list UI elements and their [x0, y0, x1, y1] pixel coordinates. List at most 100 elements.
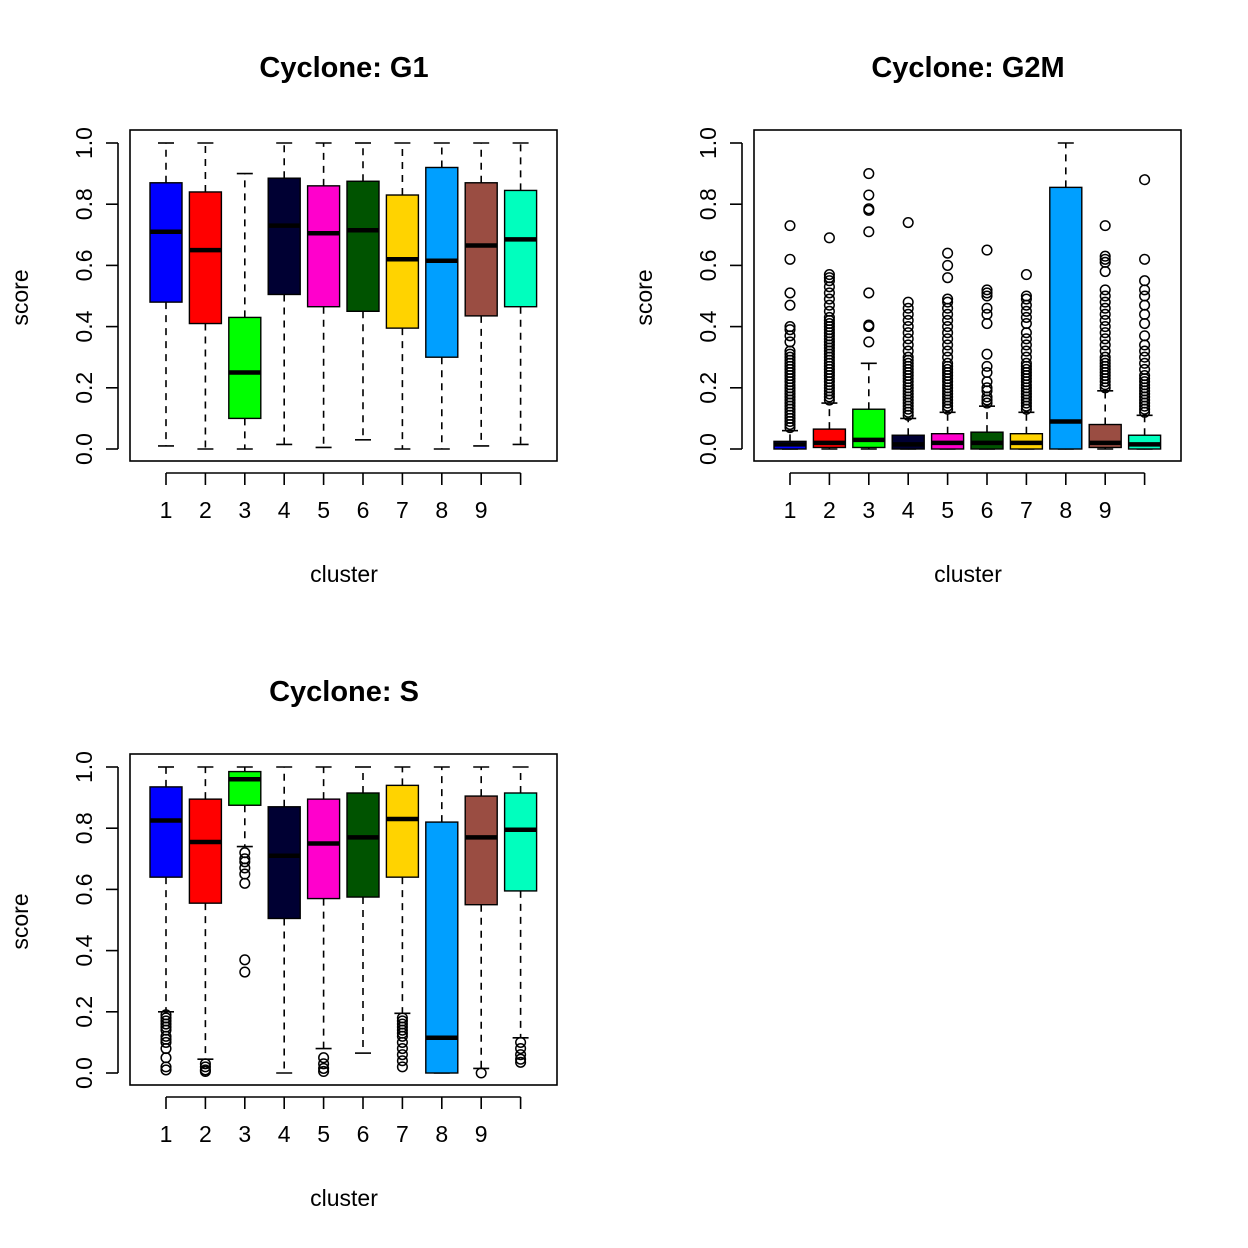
outlier-point	[515, 1036, 527, 1048]
outlier-point	[1139, 299, 1151, 311]
outlier-point	[784, 321, 796, 333]
x-tick-label: 4	[278, 497, 291, 523]
outlier-point	[1099, 327, 1111, 339]
outlier-point	[475, 1067, 487, 1079]
outlier-point	[239, 966, 251, 978]
outlier-point	[160, 1015, 172, 1027]
outlier-point	[1099, 296, 1111, 308]
outlier-point	[902, 339, 914, 351]
box-iqr	[464, 795, 498, 906]
x-tick-label: 4	[902, 497, 915, 523]
box-cluster-4	[891, 217, 925, 450]
x-tick-label: 1	[160, 497, 173, 523]
outlier-point	[863, 226, 875, 238]
panel-cyclone-g1: Cyclone: G1 0.0 0.2 0.4 0.6 0.8 1.0 score 1 2 3 4 5 6…	[7, 52, 558, 587]
y-tick-label: 0.2	[71, 996, 97, 1028]
outlier-point	[981, 366, 993, 379]
outlier-point	[160, 1064, 172, 1076]
box-cluster-10	[1127, 174, 1162, 450]
box-cluster-4	[267, 142, 301, 446]
outlier-point	[1099, 265, 1111, 278]
outlier-point	[784, 287, 796, 299]
box-cluster-2	[188, 766, 223, 1078]
outlier-point	[1099, 321, 1111, 333]
outlier-point	[981, 348, 993, 360]
outlier-point	[318, 1058, 330, 1070]
outlier-point	[981, 308, 993, 320]
x-tick-label: 8	[435, 1121, 448, 1147]
chart-title: Cyclone: G2M	[871, 52, 1064, 84]
y-tick-label: 0.8	[71, 812, 97, 844]
box-iqr	[1049, 186, 1083, 450]
outlier-point	[1139, 290, 1151, 302]
outlier-point	[1099, 253, 1111, 265]
panel-cyclone-s: Cyclone: S 0.0 0.2 0.4 0.6 0.8 1.0 score 1 2 3 4 5 6 7…	[7, 676, 558, 1211]
outlier-point	[942, 321, 954, 333]
outlier-point	[942, 259, 954, 271]
outlier-point	[902, 321, 914, 333]
outlier-point	[1020, 345, 1032, 357]
outlier-point	[160, 1009, 172, 1021]
outlier-point	[1139, 339, 1151, 351]
outlier-point	[981, 360, 993, 372]
x-tick-label: 8	[1059, 497, 1072, 523]
outlier-point	[942, 339, 954, 351]
y-tick-label: 1.0	[71, 127, 97, 159]
box-iqr	[188, 191, 223, 325]
y-tick-label: 0.6	[71, 873, 97, 905]
x-axis-label: cluster	[310, 1185, 378, 1211]
box-cluster-3	[228, 172, 262, 450]
y-tick-label: 0.0	[695, 433, 721, 465]
outlier-point	[863, 319, 875, 331]
outlier-point	[942, 272, 954, 284]
box-cluster-5	[930, 247, 965, 450]
outlier-point	[199, 1061, 211, 1073]
outlier-point	[784, 220, 796, 232]
box-cluster-1	[149, 142, 183, 447]
outlier-point	[1139, 174, 1151, 186]
outlier-point	[863, 189, 875, 201]
box-iqr	[970, 431, 1004, 450]
outlier-point	[1139, 275, 1151, 287]
box-iqr	[891, 434, 925, 450]
outlier-point	[396, 1012, 408, 1024]
outlier-point	[823, 305, 835, 317]
outlier-point	[1139, 253, 1151, 265]
outlier-point	[981, 382, 993, 394]
box-cluster-9	[464, 766, 498, 1079]
outlier-point	[318, 1065, 330, 1078]
outlier-point	[1139, 363, 1151, 375]
y-axis-label: score	[7, 269, 33, 325]
box-cluster-5	[306, 142, 341, 449]
outlier-point	[199, 1064, 211, 1076]
outlier-point	[863, 203, 875, 215]
outlier-point	[396, 1055, 408, 1067]
y-tick-label: 0.6	[71, 249, 97, 281]
outlier-point	[1099, 333, 1111, 345]
outlier-point	[239, 847, 251, 859]
outlier-point	[1139, 351, 1151, 363]
outlier-point	[981, 302, 993, 314]
outlier-point	[784, 348, 796, 360]
outlier-point	[1139, 317, 1151, 330]
y-tick-label: 0.4	[695, 310, 721, 342]
y-tick-label: 1.0	[695, 127, 721, 159]
outlier-point	[396, 1061, 408, 1073]
outlier-point	[902, 296, 914, 308]
outlier-point	[160, 1036, 172, 1048]
outlier-point	[1020, 269, 1032, 281]
x-tick-label: 6	[357, 497, 370, 523]
outlier-point	[981, 376, 993, 388]
outlier-point	[1099, 351, 1111, 363]
box-iqr	[464, 182, 498, 317]
y-tick-label: 0.4	[71, 934, 97, 966]
outlier-point	[823, 299, 835, 311]
y-tick-label: 0.2	[71, 372, 97, 404]
plot-frame	[129, 129, 558, 462]
x-tick-label: 9	[475, 1121, 488, 1147]
box-iqr	[267, 177, 301, 296]
outlier-point	[1099, 308, 1111, 320]
outlier-point	[515, 1053, 527, 1065]
outlier-point	[1020, 293, 1032, 305]
